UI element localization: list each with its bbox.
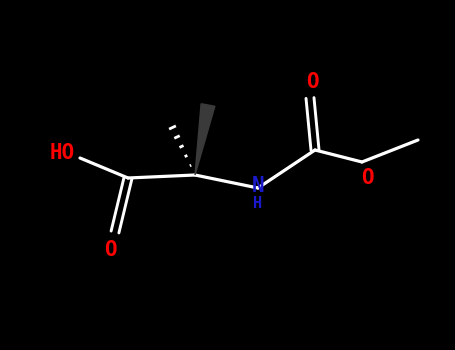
- Text: O: O: [104, 240, 116, 260]
- Text: HO: HO: [50, 143, 75, 163]
- Polygon shape: [195, 104, 215, 175]
- Text: H: H: [253, 196, 263, 211]
- Text: O: O: [361, 168, 373, 188]
- Text: N: N: [252, 176, 264, 196]
- Text: O: O: [306, 72, 318, 92]
